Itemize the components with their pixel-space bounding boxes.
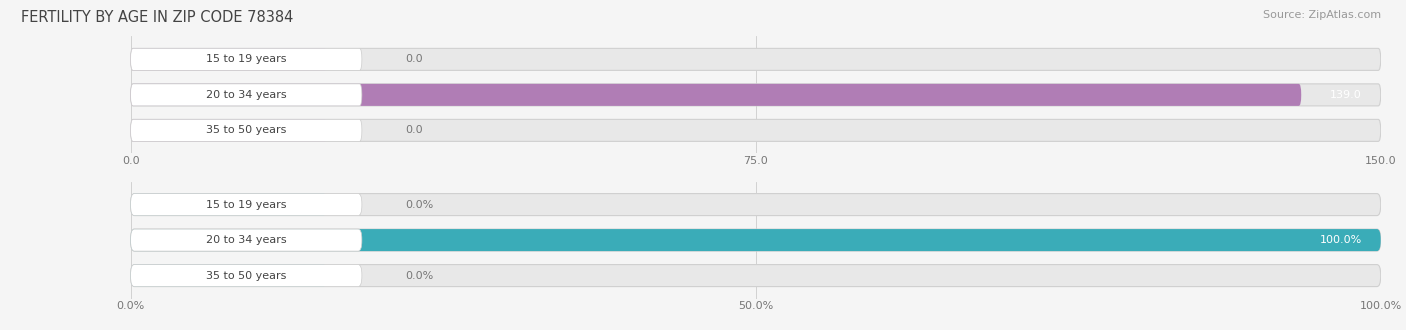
- FancyBboxPatch shape: [131, 229, 1381, 251]
- FancyBboxPatch shape: [131, 84, 361, 106]
- Text: Source: ZipAtlas.com: Source: ZipAtlas.com: [1263, 10, 1381, 20]
- Text: 15 to 19 years: 15 to 19 years: [207, 54, 287, 64]
- Text: 35 to 50 years: 35 to 50 years: [207, 125, 287, 135]
- Text: 35 to 50 years: 35 to 50 years: [207, 271, 287, 280]
- Text: 139.0: 139.0: [1330, 90, 1362, 100]
- FancyBboxPatch shape: [131, 265, 361, 286]
- Text: 0.0: 0.0: [405, 125, 423, 135]
- FancyBboxPatch shape: [131, 194, 1381, 215]
- FancyBboxPatch shape: [131, 84, 1301, 106]
- FancyBboxPatch shape: [131, 49, 328, 70]
- FancyBboxPatch shape: [131, 229, 1381, 251]
- Text: FERTILITY BY AGE IN ZIP CODE 78384: FERTILITY BY AGE IN ZIP CODE 78384: [21, 10, 294, 25]
- FancyBboxPatch shape: [131, 119, 361, 141]
- FancyBboxPatch shape: [131, 265, 1381, 286]
- Text: 15 to 19 years: 15 to 19 years: [207, 200, 287, 210]
- Text: 0.0: 0.0: [405, 54, 423, 64]
- Text: 100.0%: 100.0%: [1320, 235, 1362, 245]
- Text: 20 to 34 years: 20 to 34 years: [205, 90, 287, 100]
- FancyBboxPatch shape: [131, 119, 1381, 141]
- FancyBboxPatch shape: [131, 49, 361, 70]
- FancyBboxPatch shape: [131, 265, 328, 286]
- FancyBboxPatch shape: [131, 119, 328, 141]
- Text: 0.0%: 0.0%: [405, 200, 434, 210]
- FancyBboxPatch shape: [131, 229, 361, 251]
- FancyBboxPatch shape: [131, 49, 1381, 70]
- FancyBboxPatch shape: [131, 194, 361, 215]
- Text: 0.0%: 0.0%: [405, 271, 434, 280]
- FancyBboxPatch shape: [131, 194, 328, 215]
- Text: 20 to 34 years: 20 to 34 years: [205, 235, 287, 245]
- FancyBboxPatch shape: [131, 84, 1381, 106]
